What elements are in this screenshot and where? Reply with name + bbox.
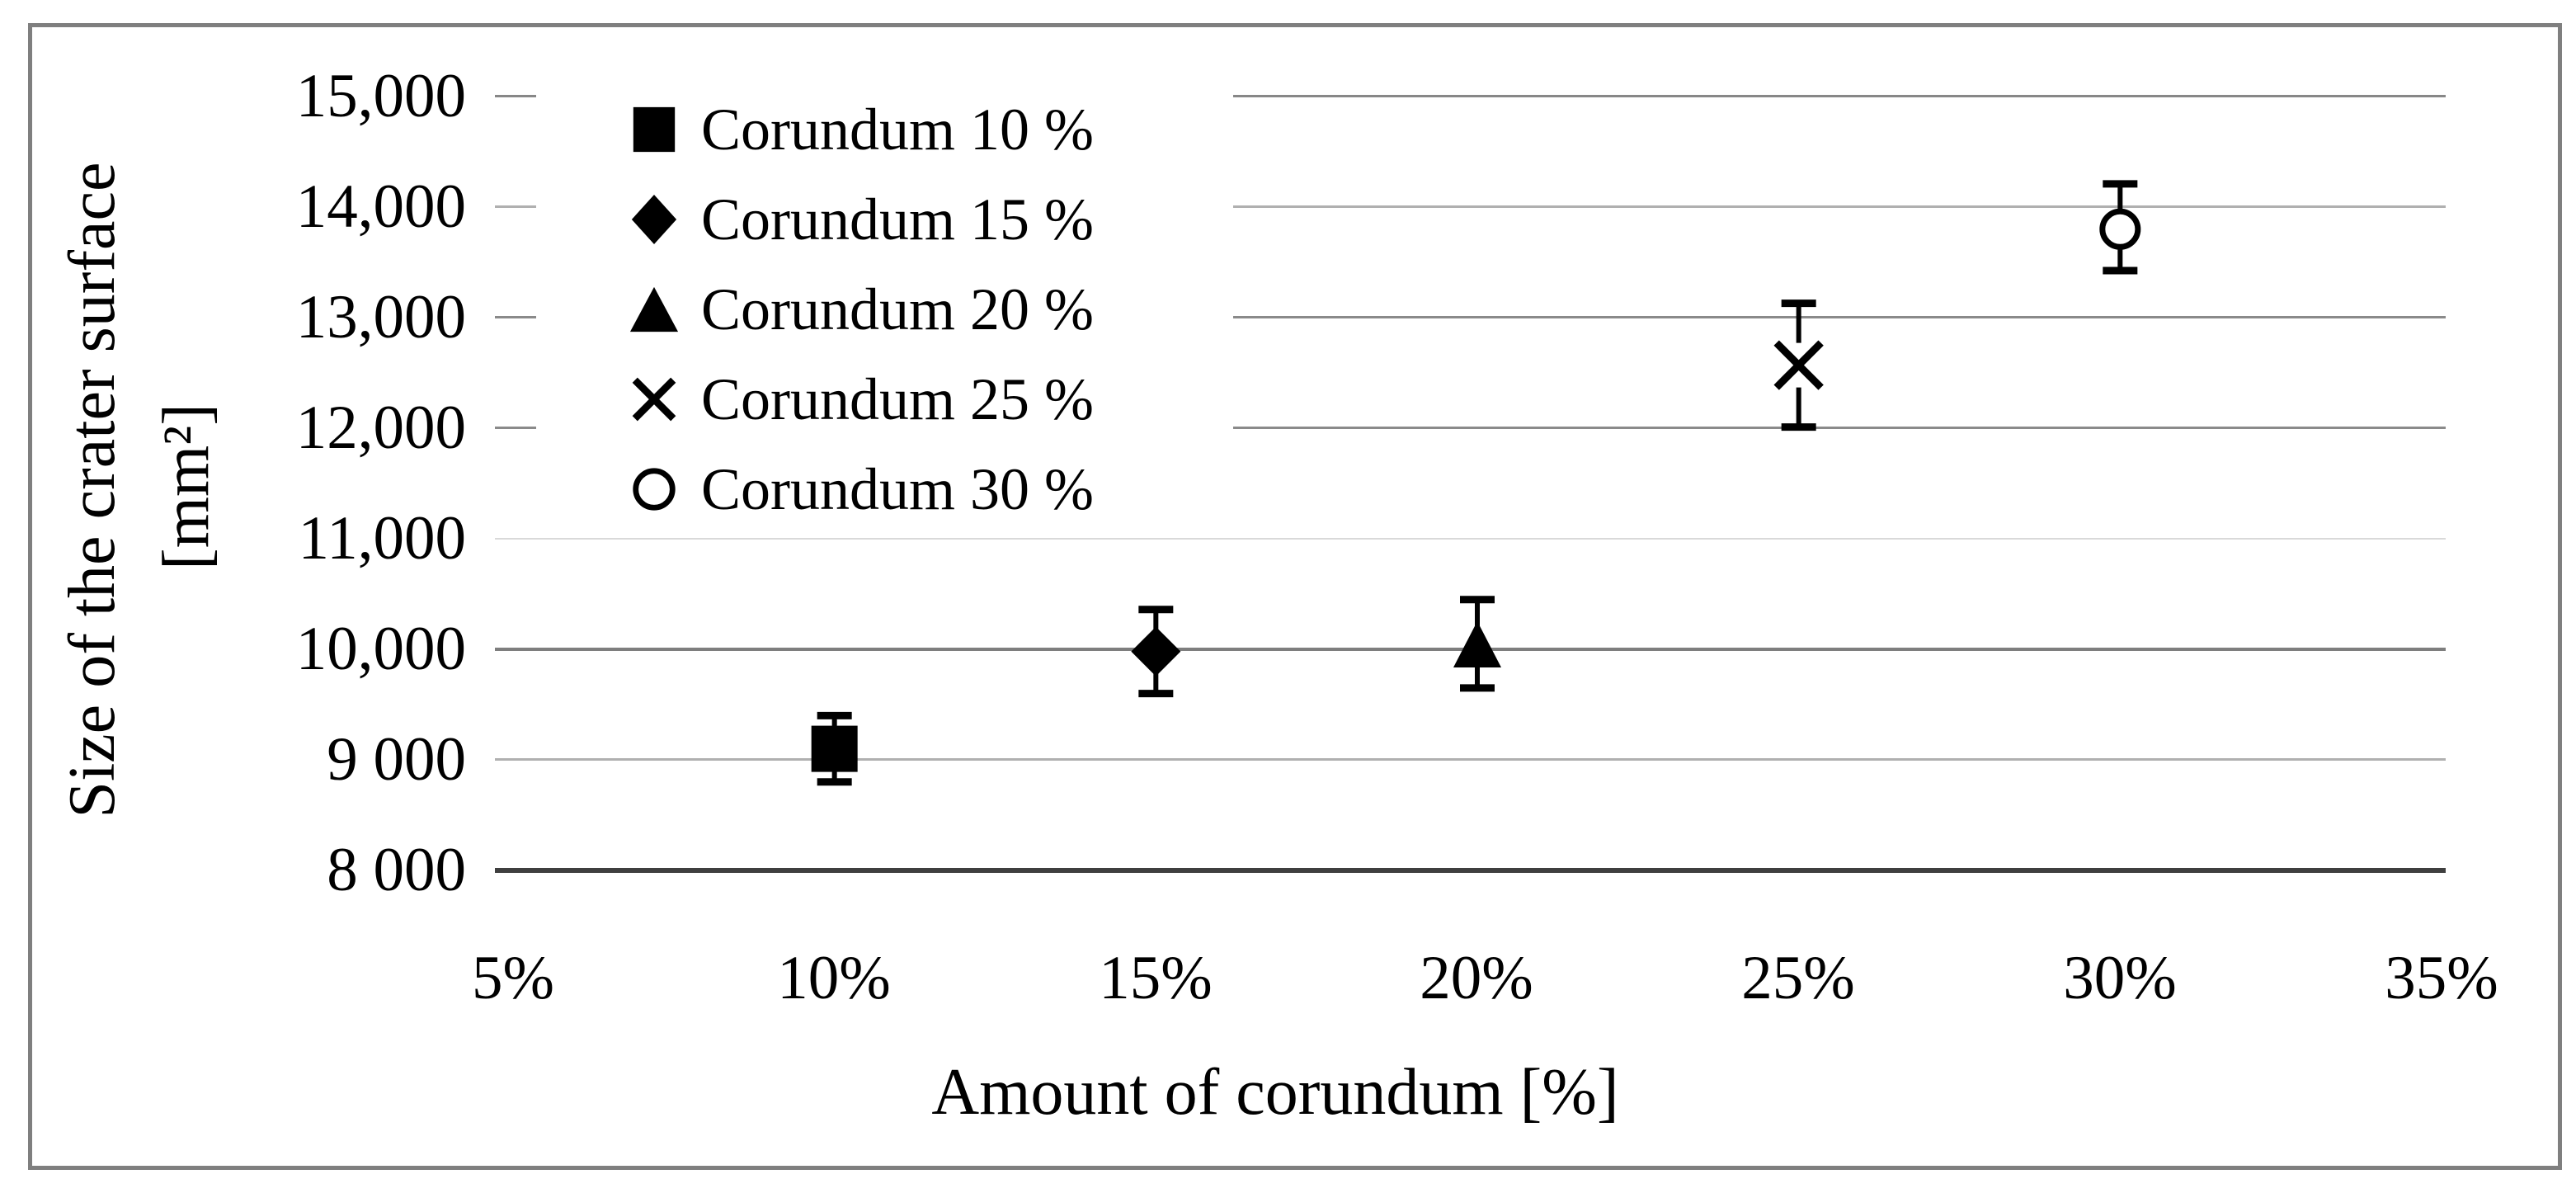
legend-item-label: Corundum 15 % — [701, 186, 1094, 252]
legend-item-label: Corundum 20 % — [701, 276, 1094, 342]
y-tick-label: 8 000 — [327, 836, 466, 904]
gridline-15000 — [495, 95, 2446, 97]
x-tick-label: 30% — [2063, 944, 2177, 1012]
y-tick-label: 14,000 — [295, 172, 466, 241]
legend: Corundum 10 % Corundum 15 % Corundum 20 … — [536, 84, 1233, 535]
x-tick-label: 20% — [1420, 944, 1533, 1012]
x-axis-line — [495, 868, 2446, 873]
legend-item: Corundum 25 % — [629, 368, 1233, 431]
filled-triangle-icon — [629, 284, 680, 335]
gridline-9000 — [495, 758, 2446, 761]
y-tick-label: 15,000 — [295, 62, 466, 130]
data-point-10pct — [811, 711, 858, 786]
legend-item-label: Corundum 25 % — [701, 366, 1094, 433]
y-tick-label: 11,000 — [298, 504, 466, 573]
legend-item-label: Corundum 10 % — [701, 96, 1094, 163]
y-tick-label: 10,000 — [295, 615, 466, 683]
legend-item: Corundum 30 % — [629, 458, 1233, 521]
x-tick-label: 15% — [1099, 944, 1213, 1012]
data-point-20pct — [1453, 596, 1501, 692]
open-circle-icon — [629, 464, 680, 515]
x-tick-label: 25% — [1741, 944, 1855, 1012]
filled-diamond-icon — [629, 194, 680, 245]
filled-square-marker — [811, 725, 858, 772]
y-tick-label: 13,000 — [295, 283, 466, 351]
data-point-25pct — [1773, 299, 1824, 431]
filled-triangle-marker — [1453, 620, 1501, 667]
legend-item-label: Corundum 30 % — [701, 456, 1094, 523]
x-axis-title: Amount of corundum [%] — [931, 1056, 1619, 1129]
x-tick-label: 35% — [2385, 944, 2498, 1012]
y-tick-label: 9 000 — [327, 725, 466, 794]
filled-diamond-marker — [1131, 626, 1181, 677]
gridline-13000 — [495, 316, 2446, 318]
legend-item: Corundum 20 % — [629, 278, 1233, 341]
x-tick-label: 10% — [777, 944, 891, 1012]
open-circle-marker — [2099, 208, 2141, 250]
gridline-14000 — [495, 205, 2446, 208]
legend-item: Corundum 10 % — [629, 98, 1233, 161]
gridline-11000 — [495, 538, 2446, 540]
x-tick-label: 5% — [472, 944, 554, 1012]
y-tick-label: 12,000 — [295, 394, 466, 462]
chart-border — [28, 23, 2562, 1170]
data-point-30pct — [2099, 180, 2141, 275]
legend-item: Corundum 15 % — [629, 188, 1233, 251]
gridline-12000 — [495, 427, 2446, 429]
filled-square-icon — [629, 104, 680, 155]
x-cross-marker — [1773, 340, 1824, 390]
x-cross-icon — [629, 374, 680, 425]
data-point-15pct — [1131, 606, 1181, 698]
